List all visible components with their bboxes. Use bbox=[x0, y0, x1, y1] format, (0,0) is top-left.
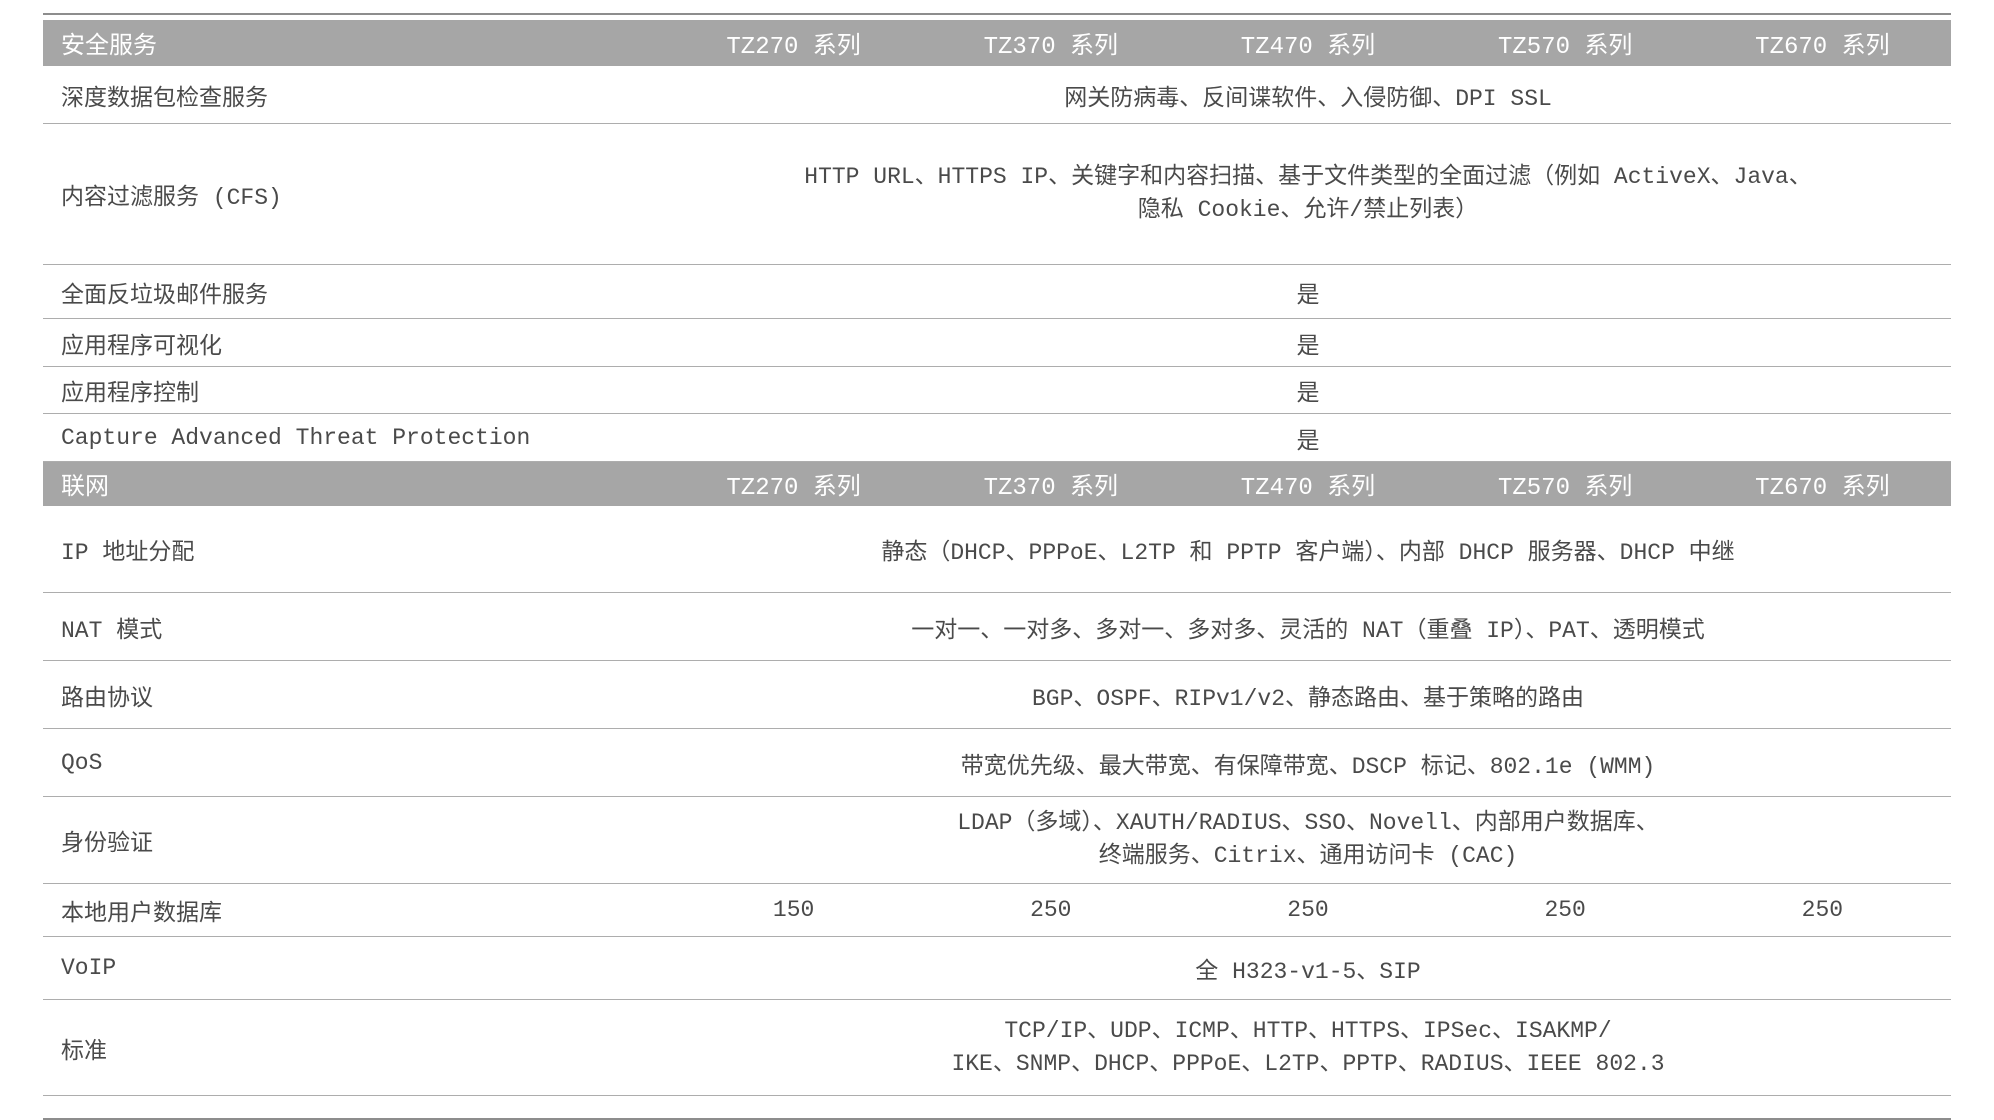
spec-sheet: 安全服务 TZ270 系列 TZ370 系列 TZ470 系列 TZ570 系列… bbox=[43, 13, 1951, 1120]
row-value-line-1: TCP/IP、UDP、ICMP、HTTP、HTTPS、IPSec、ISAKMP/ bbox=[1004, 1017, 1612, 1044]
row-label: QoS bbox=[43, 728, 666, 797]
row-value-line-2: 终端服务、Citrix、通用访问卡 (CAC) bbox=[1098, 843, 1518, 869]
row-value-line-2: IKE、SNMP、DHCP、PPPoE、L2TP、PPTP、RADIUS、IEE… bbox=[951, 1050, 1665, 1077]
row-value-line-2: 隐私 Cookie、允许/禁止列表） bbox=[1137, 197, 1479, 223]
spec-row-app-control: 应用程序控制 是 bbox=[43, 366, 1951, 414]
row-label: 路由协议 bbox=[43, 660, 666, 729]
section-header-networking: 联网 TZ270 系列 TZ370 系列 TZ470 系列 TZ570 系列 T… bbox=[43, 461, 1951, 506]
row-value-tz570: 250 bbox=[1436, 883, 1694, 937]
row-label: 全面反垃圾邮件服务 bbox=[43, 264, 666, 319]
row-value-line-1: LDAP（多域）、XAUTH/RADIUS、SSO、Novell、内部用户数据库… bbox=[957, 810, 1659, 836]
row-value: 是 bbox=[665, 413, 1951, 462]
row-value: 是 bbox=[665, 318, 1951, 367]
row-value-tz270: 150 bbox=[665, 883, 923, 937]
row-label: 标准 bbox=[43, 999, 666, 1096]
column-header-tz570: TZ570 系列 bbox=[1436, 20, 1694, 66]
spec-row-dpi: 深度数据包检查服务 网关防病毒、反间谍软件、入侵防御、DPI SSL bbox=[43, 66, 1951, 124]
row-value: 带宽优先级、最大带宽、有保障带宽、DSCP 标记、802.1e (WMM) bbox=[665, 728, 1951, 797]
spec-row-standards: 标准 TCP/IP、UDP、ICMP、HTTP、HTTPS、IPSec、ISAK… bbox=[43, 999, 1951, 1096]
spec-row-ip-assignment: IP 地址分配 静态（DHCP、PPPoE、L2TP 和 PPTP 客户端）、内… bbox=[43, 506, 1951, 593]
column-header-tz570: TZ570 系列 bbox=[1436, 461, 1694, 506]
column-header-tz370: TZ370 系列 bbox=[922, 20, 1180, 66]
top-rule bbox=[43, 13, 1951, 15]
row-label: IP 地址分配 bbox=[43, 506, 666, 593]
row-value: 网关防病毒、反间谍软件、入侵防御、DPI SSL bbox=[665, 66, 1951, 124]
row-value: 是 bbox=[665, 366, 1951, 414]
column-header-tz270: TZ270 系列 bbox=[665, 461, 923, 506]
spec-row-nat-modes: NAT 模式 一对一、一对多、多对一、多对多、灵活的 NAT（重叠 IP）、PA… bbox=[43, 592, 1951, 661]
column-header-tz270: TZ270 系列 bbox=[665, 20, 923, 66]
row-label: 深度数据包检查服务 bbox=[43, 66, 666, 124]
spec-row-authentication: 身份验证 LDAP（多域）、XAUTH/RADIUS、SSO、Novell、内部… bbox=[43, 796, 1951, 884]
row-value: TCP/IP、UDP、ICMP、HTTP、HTTPS、IPSec、ISAKMP/… bbox=[665, 999, 1951, 1096]
column-header-tz670: TZ670 系列 bbox=[1693, 461, 1951, 506]
section-title: 安全服务 bbox=[43, 20, 666, 66]
spec-row-antispam: 全面反垃圾邮件服务 是 bbox=[43, 264, 1951, 319]
section-header-security: 安全服务 TZ270 系列 TZ370 系列 TZ470 系列 TZ570 系列… bbox=[43, 20, 1951, 66]
row-label: 应用程序可视化 bbox=[43, 318, 666, 367]
row-label: 身份验证 bbox=[43, 796, 666, 884]
spec-row-voip: VoIP 全 H323-v1-5、SIP bbox=[43, 936, 1951, 1000]
spec-row-cfs: 内容过滤服务 (CFS) HTTP URL、HTTPS IP、关键字和内容扫描、… bbox=[43, 123, 1951, 265]
spec-row-routing-protocols: 路由协议 BGP、OSPF、RIPv1/v2、静态路由、基于策略的路由 bbox=[43, 660, 1951, 729]
row-value: LDAP（多域）、XAUTH/RADIUS、SSO、Novell、内部用户数据库… bbox=[665, 796, 1951, 884]
spec-table: 安全服务 TZ270 系列 TZ370 系列 TZ470 系列 TZ570 系列… bbox=[43, 20, 1951, 1120]
spec-row-local-user-db: 本地用户数据库 150 250 250 250 250 bbox=[43, 883, 1951, 937]
spec-row-capture-atp: Capture Advanced Threat Protection 是 bbox=[43, 413, 1951, 462]
row-value: 静态（DHCP、PPPoE、L2TP 和 PPTP 客户端）、内部 DHCP 服… bbox=[665, 506, 1951, 593]
row-value: 一对一、一对多、多对一、多对多、灵活的 NAT（重叠 IP）、PAT、透明模式 bbox=[665, 592, 1951, 661]
empty-cell bbox=[43, 1095, 1951, 1120]
row-value: 全 H323-v1-5、SIP bbox=[665, 936, 1951, 1000]
column-header-tz670: TZ670 系列 bbox=[1693, 20, 1951, 66]
row-label: 本地用户数据库 bbox=[43, 883, 666, 937]
row-value: 是 bbox=[665, 264, 1951, 319]
spec-row-qos: QoS 带宽优先级、最大带宽、有保障带宽、DSCP 标记、802.1e (WMM… bbox=[43, 728, 1951, 797]
section-title: 联网 bbox=[43, 461, 666, 506]
row-label: 内容过滤服务 (CFS) bbox=[43, 123, 666, 265]
row-label: VoIP bbox=[43, 936, 666, 1000]
column-header-tz470: TZ470 系列 bbox=[1179, 461, 1437, 506]
row-label: Capture Advanced Threat Protection bbox=[43, 413, 666, 462]
row-label: NAT 模式 bbox=[43, 592, 666, 661]
row-value-tz670: 250 bbox=[1693, 883, 1951, 937]
row-value-tz470: 250 bbox=[1179, 883, 1437, 937]
row-label: 应用程序控制 bbox=[43, 366, 666, 414]
row-value-tz370: 250 bbox=[922, 883, 1180, 937]
column-header-tz370: TZ370 系列 bbox=[922, 461, 1180, 506]
row-value: BGP、OSPF、RIPv1/v2、静态路由、基于策略的路由 bbox=[665, 660, 1951, 729]
column-header-tz470: TZ470 系列 bbox=[1179, 20, 1437, 66]
spec-row-app-visualization: 应用程序可视化 是 bbox=[43, 318, 1951, 367]
row-value-line-1: HTTP URL、HTTPS IP、关键字和内容扫描、基于文件类型的全面过滤（例… bbox=[804, 164, 1812, 190]
row-value: HTTP URL、HTTPS IP、关键字和内容扫描、基于文件类型的全面过滤（例… bbox=[665, 123, 1951, 265]
spec-row-empty bbox=[43, 1095, 1951, 1120]
